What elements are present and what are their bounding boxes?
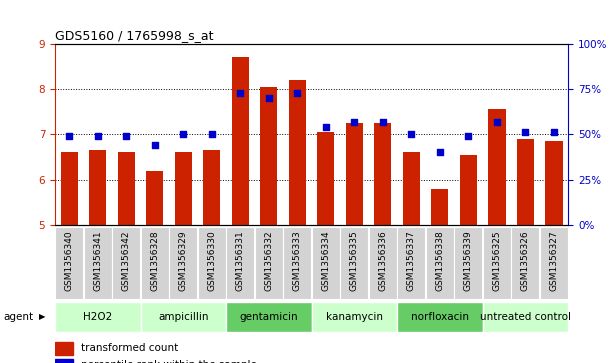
Text: GSM1356332: GSM1356332 <box>265 231 273 291</box>
Bar <box>255 227 283 299</box>
Text: GSM1356331: GSM1356331 <box>236 231 245 291</box>
Text: GSM1356339: GSM1356339 <box>464 231 473 291</box>
Bar <box>60 152 78 225</box>
Text: ▶: ▶ <box>38 312 45 321</box>
Text: GSM1356340: GSM1356340 <box>65 231 74 291</box>
Bar <box>169 227 197 299</box>
Bar <box>55 359 73 363</box>
Point <box>378 119 388 125</box>
Bar <box>55 302 141 331</box>
Text: norfloxacin: norfloxacin <box>411 312 469 322</box>
Point <box>321 124 331 130</box>
Point <box>464 133 474 139</box>
Text: GSM1356328: GSM1356328 <box>150 231 159 291</box>
Bar <box>175 152 192 225</box>
Bar <box>312 302 397 331</box>
Bar <box>375 123 392 225</box>
Point <box>293 90 302 95</box>
Text: ampicillin: ampicillin <box>158 312 208 322</box>
Bar <box>460 155 477 225</box>
Bar <box>226 302 312 331</box>
Text: GSM1356325: GSM1356325 <box>492 231 502 291</box>
Bar <box>546 141 563 225</box>
Point <box>406 131 416 137</box>
Point <box>150 142 159 148</box>
Bar <box>517 139 534 225</box>
Text: GSM1356335: GSM1356335 <box>350 231 359 291</box>
Point <box>264 95 274 101</box>
Point <box>492 119 502 125</box>
Text: H2O2: H2O2 <box>83 312 112 322</box>
Point <box>435 150 445 155</box>
Text: GSM1356338: GSM1356338 <box>436 231 444 291</box>
Point <box>235 90 245 95</box>
Bar <box>112 227 141 299</box>
Bar <box>55 227 83 299</box>
Text: transformed count: transformed count <box>81 343 178 353</box>
Bar <box>511 227 540 299</box>
Text: GSM1356326: GSM1356326 <box>521 231 530 291</box>
Bar <box>431 189 448 225</box>
Point <box>549 130 559 135</box>
Bar <box>141 302 226 331</box>
Point <box>64 133 74 139</box>
Text: kanamycin: kanamycin <box>326 312 383 322</box>
Bar <box>260 87 277 225</box>
Bar <box>312 227 340 299</box>
Point <box>349 119 359 125</box>
Text: GSM1356341: GSM1356341 <box>93 231 102 291</box>
Bar <box>118 152 135 225</box>
Text: GSM1356333: GSM1356333 <box>293 231 302 291</box>
Text: gentamicin: gentamicin <box>240 312 298 322</box>
Bar <box>488 109 505 225</box>
Bar <box>55 342 73 355</box>
Bar <box>141 227 169 299</box>
Bar <box>455 227 483 299</box>
Text: untreated control: untreated control <box>480 312 571 322</box>
Point <box>207 131 217 137</box>
Text: GSM1356336: GSM1356336 <box>378 231 387 291</box>
Point <box>178 131 188 137</box>
Text: percentile rank within the sample: percentile rank within the sample <box>81 360 257 363</box>
Bar <box>226 227 254 299</box>
Bar <box>198 227 226 299</box>
Bar <box>346 123 363 225</box>
Point <box>93 133 103 139</box>
Bar <box>340 227 368 299</box>
Bar <box>426 227 454 299</box>
Bar <box>284 227 312 299</box>
Bar <box>397 302 483 331</box>
Text: GSM1356329: GSM1356329 <box>179 231 188 291</box>
Text: GSM1356342: GSM1356342 <box>122 231 131 291</box>
Text: GSM1356330: GSM1356330 <box>207 231 216 291</box>
Text: GSM1356334: GSM1356334 <box>321 231 331 291</box>
Bar <box>397 227 425 299</box>
Bar <box>369 227 397 299</box>
Text: agent: agent <box>3 312 33 322</box>
Text: GSM1356327: GSM1356327 <box>549 231 558 291</box>
Bar <box>540 227 568 299</box>
Bar <box>203 150 221 225</box>
Point <box>122 133 131 139</box>
Bar <box>232 57 249 225</box>
Bar <box>84 227 112 299</box>
Point <box>521 130 530 135</box>
Bar <box>317 132 334 225</box>
Bar <box>146 171 163 225</box>
Bar <box>89 150 106 225</box>
Text: GSM1356337: GSM1356337 <box>407 231 416 291</box>
Text: GDS5160 / 1765998_s_at: GDS5160 / 1765998_s_at <box>55 29 213 42</box>
Bar <box>403 152 420 225</box>
Bar <box>483 302 568 331</box>
Bar <box>289 80 306 225</box>
Bar <box>483 227 511 299</box>
